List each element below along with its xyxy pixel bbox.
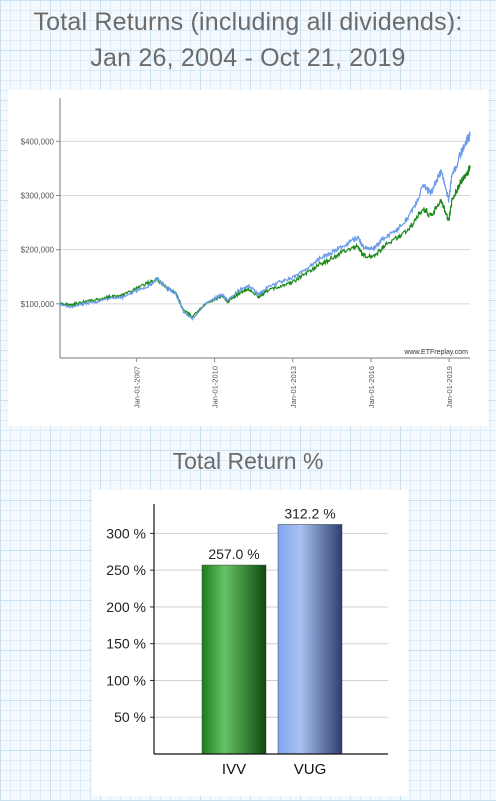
bar-chart-ytick-label: 300 %: [106, 525, 146, 541]
bar-chart-heading: Total Return %: [172, 448, 324, 474]
bar-value-label-vug: 312.2 %: [284, 505, 335, 521]
line-chart-ytick-label: $400,000: [21, 137, 55, 146]
line-chart-xtick-label: Jan-01-2010: [211, 366, 220, 408]
bar-chart-ytick-label: 100 %: [106, 672, 146, 688]
line-chart-watermark: www.ETFreplay.com: [403, 349, 468, 356]
bar-category-label-ivv: IVV: [222, 761, 246, 778]
chart-title-line1: Total Returns (including all dividends):: [33, 8, 463, 36]
line-series-ivv: [59, 165, 471, 318]
chart-title-line2: Jan 26, 2004 - Oct 21, 2019: [90, 44, 406, 72]
line-chart: $100,000 $200,000 $300,000 $400,000 Jan-01-2…: [21, 98, 471, 408]
line-chart-ytick-label: $300,000: [21, 192, 55, 201]
line-chart-ytick-label: $100,000: [21, 300, 55, 309]
bar-chart-panel: 50 % 100 % 150 % 200 % 250 % 300 % 257.0 % IVV 3…: [92, 490, 408, 796]
line-chart-panel: $100,000 $200,000 $300,000 $400,000 Jan-01-2…: [8, 90, 488, 426]
bar-chart-ytick-label: 150 %: [106, 636, 146, 652]
line-chart-xtick-label: Jan-01-2016: [367, 366, 376, 408]
bar-value-label-ivv: 257.0 %: [208, 546, 259, 562]
bar-ivv: [201, 564, 267, 755]
line-chart-xtick-label: Jan-01-2013: [289, 366, 298, 408]
bar-chart: 50 % 100 % 150 % 200 % 250 % 300 % 257.0 % IVV 3…: [106, 504, 388, 778]
bar-vug: [277, 524, 343, 755]
line-chart-xtick-label: Jan-01-2019: [445, 366, 454, 408]
bar-category-label-vug: VUG: [294, 761, 327, 778]
bar-chart-ytick-label: 200 %: [106, 599, 146, 615]
bar-chart-ytick-label: 50 %: [114, 709, 146, 725]
line-chart-xtick-label: Jan-01-2007: [132, 366, 141, 408]
bar-chart-ytick-label: 250 %: [106, 562, 146, 578]
line-series-vug: [59, 131, 471, 321]
line-chart-ytick-label: $200,000: [21, 246, 55, 255]
